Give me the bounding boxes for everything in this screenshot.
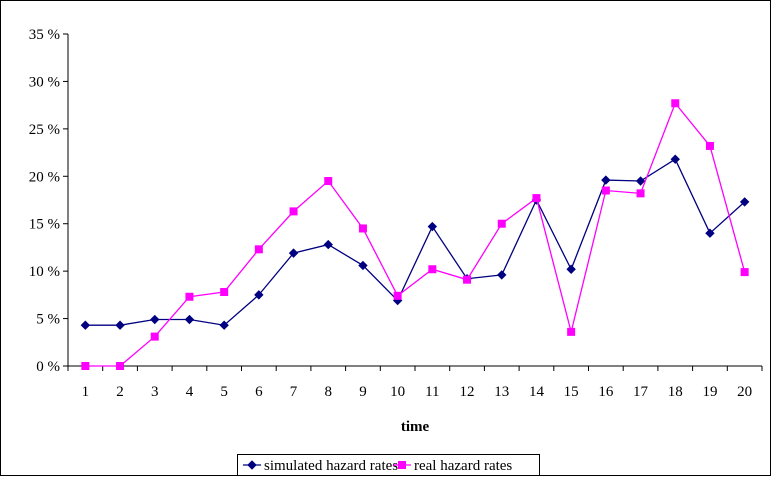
y-tick-label: 15 % xyxy=(29,217,60,233)
y-tick-label: 20 % xyxy=(29,169,60,185)
x-tick-label: 11 xyxy=(425,384,439,400)
y-tick-label: 10 % xyxy=(29,264,60,280)
legend-swatch-marker xyxy=(247,460,257,470)
y-tick-label: 0 % xyxy=(36,359,60,375)
data-point xyxy=(740,268,749,277)
data-point xyxy=(323,239,333,250)
data-point xyxy=(220,288,229,297)
data-point xyxy=(463,275,472,284)
series-line xyxy=(85,158,746,326)
data-point xyxy=(81,362,90,370)
data-point xyxy=(358,224,367,233)
x-tick-label: 7 xyxy=(290,384,298,400)
data-point xyxy=(705,228,715,238)
series-simulated xyxy=(80,154,750,330)
series-line xyxy=(85,101,746,367)
data-point xyxy=(601,186,610,195)
y-tick-label: 5 % xyxy=(36,312,60,328)
x-tick-label: 14 xyxy=(529,384,545,400)
data-point xyxy=(497,219,506,228)
data-point xyxy=(185,292,194,301)
x-tick-label: 3 xyxy=(151,384,159,400)
x-tick-label: 15 xyxy=(564,384,579,400)
x-tick-label: 10 xyxy=(390,384,405,400)
data-point xyxy=(254,245,263,254)
legend: simulated hazard rates real hazard rates xyxy=(237,454,540,476)
x-tick-label: 12 xyxy=(460,384,475,400)
data-point xyxy=(670,154,680,164)
data-point xyxy=(393,291,402,300)
data-point xyxy=(427,221,438,232)
data-point xyxy=(289,207,298,216)
x-tick-label: 18 xyxy=(668,384,683,400)
series-real xyxy=(81,99,749,370)
x-axis-title: time xyxy=(401,419,430,435)
y-tick-label: 25 % xyxy=(29,122,60,138)
data-point xyxy=(636,189,645,198)
x-tick-label: 9 xyxy=(359,384,367,400)
x-tick-label: 1 xyxy=(82,384,90,400)
data-point xyxy=(497,270,507,280)
data-point xyxy=(671,99,680,108)
y-tick-label: 30 % xyxy=(29,74,60,90)
data-point xyxy=(324,177,333,186)
legend-label: real hazard rates xyxy=(414,458,512,474)
data-point xyxy=(428,265,437,274)
data-point xyxy=(705,141,714,150)
x-tick-label: 13 xyxy=(494,384,509,400)
data-point xyxy=(288,248,299,258)
data-point xyxy=(184,314,195,325)
data-point xyxy=(116,362,125,370)
x-tick-label: 4 xyxy=(186,384,194,400)
legend-label: simulated hazard rates xyxy=(264,458,398,474)
x-tick-label: 6 xyxy=(255,384,263,400)
data-point xyxy=(635,176,646,186)
x-tick-label: 20 xyxy=(737,384,752,400)
x-tick-label: 5 xyxy=(220,384,228,400)
data-point xyxy=(150,332,159,341)
data-point xyxy=(566,264,576,274)
legend-swatch-marker xyxy=(398,461,406,469)
x-tick-label: 16 xyxy=(598,384,614,400)
data-point xyxy=(601,175,611,185)
data-point xyxy=(115,320,125,330)
y-tick-label: 35 % xyxy=(29,27,60,43)
data-point xyxy=(532,194,541,203)
data-point xyxy=(150,314,160,325)
x-tick-label: 19 xyxy=(702,384,717,400)
data-point xyxy=(219,320,229,330)
x-tick-label: 8 xyxy=(325,384,333,400)
x-tick-label: 17 xyxy=(633,384,649,400)
data-point xyxy=(567,327,576,336)
data-point xyxy=(739,197,750,207)
data-point xyxy=(358,260,368,271)
data-point xyxy=(254,290,264,300)
x-tick-label: 2 xyxy=(116,384,124,400)
data-point xyxy=(80,320,91,330)
